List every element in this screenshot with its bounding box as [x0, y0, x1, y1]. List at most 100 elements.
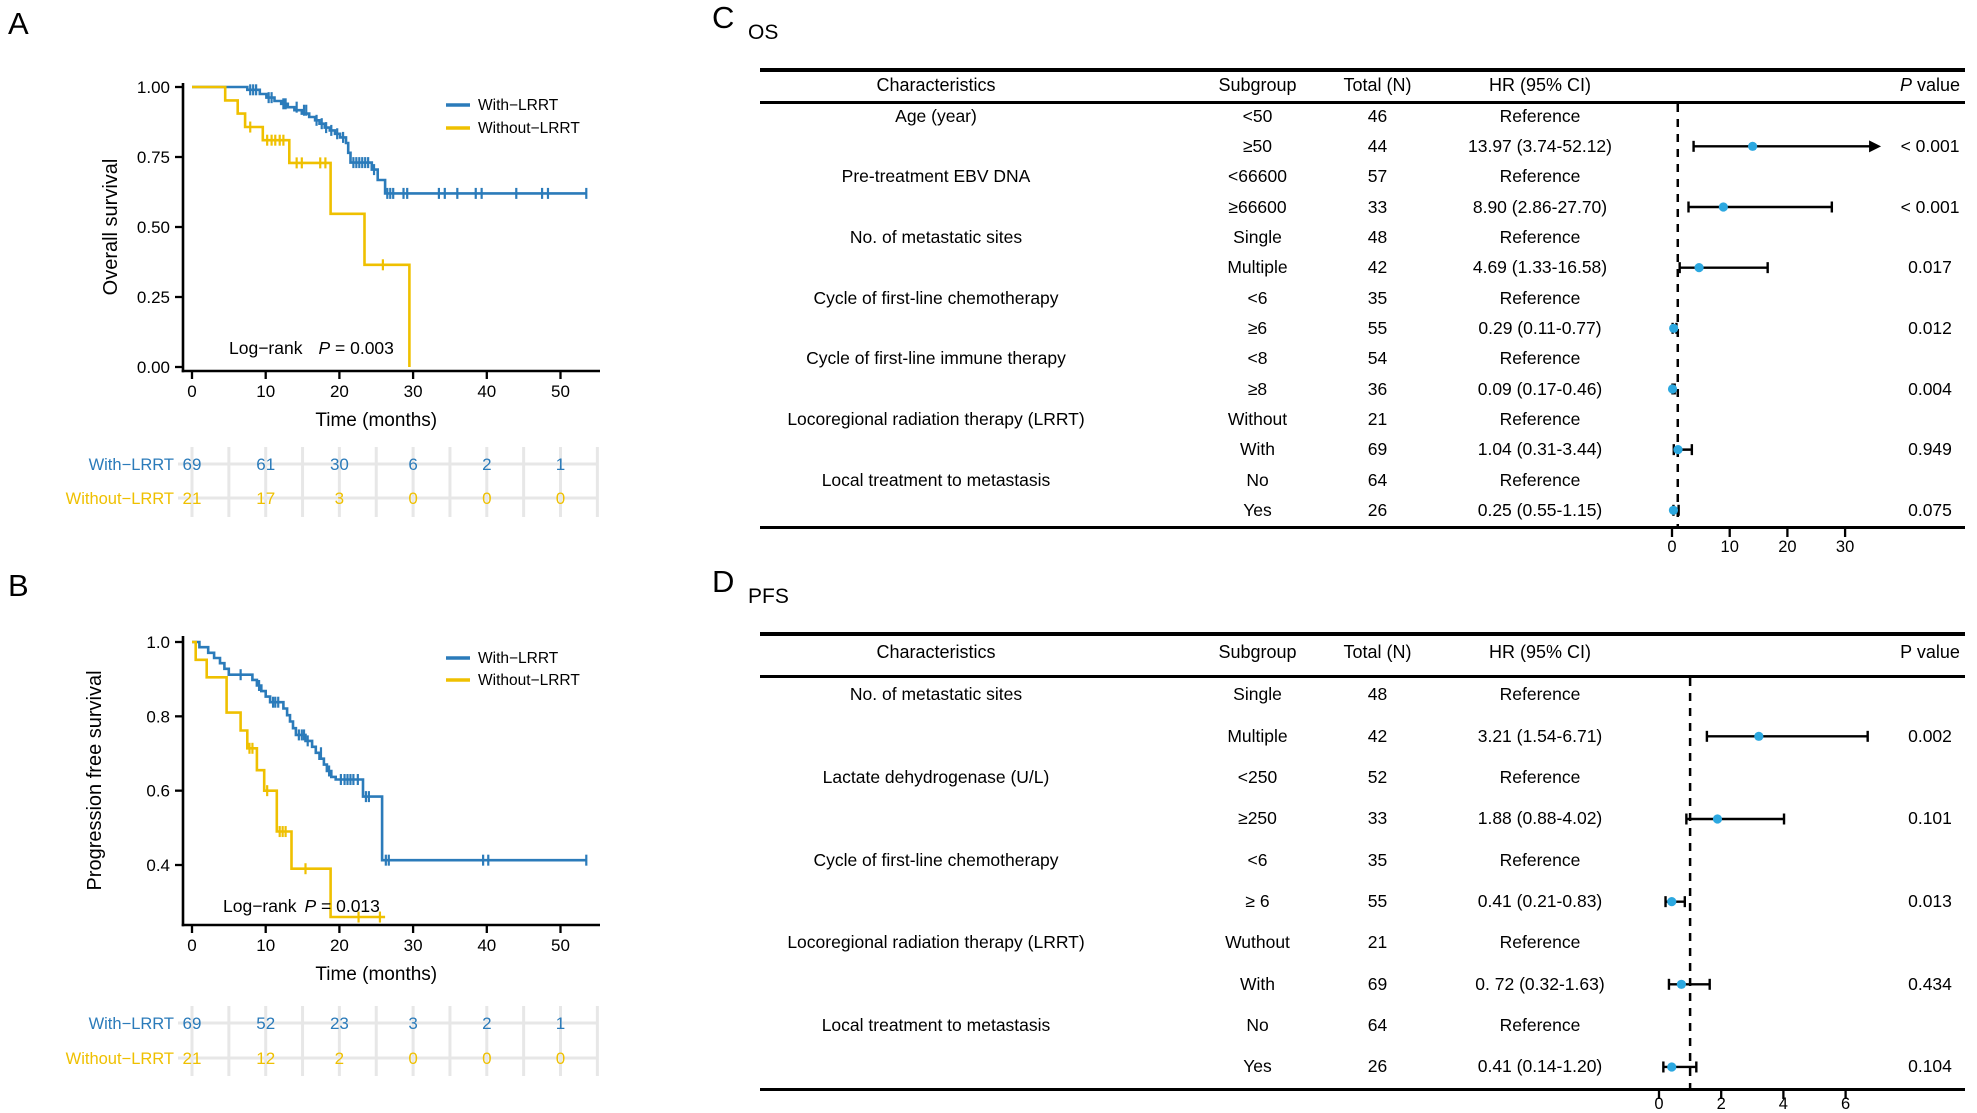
forest-ci-row — [1668, 504, 1680, 516]
censor-marks-without-lrrt — [249, 121, 384, 271]
col-header-pvalue: P value — [1899, 75, 1961, 95]
cell-total: 46 — [1367, 105, 1388, 126]
cell-hr-ci: 0. 72 (0.32-1.63) — [1475, 973, 1605, 994]
hr-point-estimate — [1667, 897, 1677, 907]
risk-count: 0 — [482, 489, 491, 508]
censor-marks-with-lrrt — [239, 669, 588, 866]
cell-total: 36 — [1367, 378, 1388, 399]
cell-hr-ci: 1.88 (0.88-4.02) — [1477, 808, 1603, 829]
table-header-rule — [760, 675, 1965, 678]
cell-pvalue: 0.104 — [1908, 1056, 1952, 1077]
km-curve-without-lrrt — [192, 85, 411, 367]
y-tick-label: 0.25 — [137, 288, 170, 307]
cell-characteristic: Age (year) — [895, 105, 977, 126]
cell-hr-ci: 0.41 (0.14-1.20) — [1477, 1056, 1603, 1077]
legend-label: Without−LRRT — [478, 120, 580, 137]
x-tick-label: 0 — [187, 936, 196, 955]
forest-axis-tick-label: 2 — [1717, 1095, 1726, 1113]
y-axis-title: Progression free survival — [84, 670, 106, 890]
legend-label: With−LRRT — [478, 97, 559, 114]
cell-pvalue: < 0.001 — [1900, 196, 1960, 217]
cell-subgroup: Without — [1227, 409, 1288, 430]
cell-total: 26 — [1367, 500, 1388, 521]
forest-axis-ticks — [1670, 529, 1847, 537]
y-tick-label: 0.75 — [137, 148, 170, 167]
col-header-pvalue: P value — [1900, 642, 1960, 662]
risk-table-grid — [178, 1006, 599, 1076]
risk-count: 17 — [256, 489, 275, 508]
km-curve-with-lrrt — [192, 640, 587, 862]
x-tick-label: 10 — [256, 382, 275, 401]
forest-ci-row — [1667, 383, 1678, 395]
panel-b-label: B — [8, 568, 29, 603]
cell-pvalue: 0.949 — [1908, 439, 1952, 460]
x-tick-label: 10 — [256, 936, 275, 955]
cell-hr-ci: Reference — [1499, 684, 1581, 705]
cell-subgroup: ≥8 — [1247, 378, 1268, 399]
risk-count: 61 — [256, 455, 275, 474]
forest-axis-tick-label: 0 — [1654, 1095, 1663, 1113]
hr-point-estimate — [1712, 814, 1723, 824]
hr-point-estimate — [1667, 384, 1678, 394]
cell-hr-ci: Reference — [1499, 348, 1581, 369]
cell-subgroup: ≥66600 — [1228, 196, 1287, 217]
forest-axis-tick-label: 6 — [1841, 1095, 1850, 1113]
risk-count: 6 — [408, 455, 417, 474]
cell-subgroup: ≥6 — [1247, 318, 1268, 339]
cell-hr-ci: Reference — [1499, 932, 1581, 953]
cell-hr-ci: 1.04 (0.31-3.44) — [1477, 439, 1603, 460]
cell-total: 42 — [1367, 257, 1388, 278]
x-tick-label: 40 — [477, 936, 496, 955]
forest-ci-row — [1692, 140, 1882, 153]
cell-pvalue: 0.002 — [1908, 725, 1952, 746]
cell-hr-ci: 0.41 (0.21-0.83) — [1477, 890, 1603, 911]
cell-characteristic: Locoregional radiation therapy (LRRT) — [787, 409, 1085, 430]
cell-pvalue: 0.101 — [1908, 808, 1952, 829]
cell-total: 44 — [1367, 136, 1388, 157]
cell-subgroup: <50 — [1242, 105, 1273, 126]
cell-total: 55 — [1367, 318, 1388, 339]
cell-characteristic: Local treatment to metastasis — [821, 469, 1051, 490]
col-header-subgroup: Subgroup — [1218, 75, 1297, 95]
x-tick-label: 20 — [330, 382, 349, 401]
x-tick-label: 30 — [404, 936, 423, 955]
risk-count: 21 — [183, 489, 202, 508]
y-tick-label: 1.00 — [137, 78, 170, 97]
legend-label: With−LRRT — [478, 650, 559, 667]
cell-total: 55 — [1367, 890, 1388, 911]
col-header-total: Total (N) — [1343, 75, 1412, 95]
cell-characteristic: No. of metastatic sites — [849, 684, 1023, 705]
hr-point-estimate — [1694, 263, 1704, 273]
forest-axis-tick-label: 20 — [1778, 538, 1796, 556]
panel-c-label: C — [712, 0, 735, 35]
table-top-rule — [760, 632, 1965, 636]
cell-total: 48 — [1367, 684, 1388, 705]
forest-axis-tick-label: 10 — [1721, 538, 1739, 556]
cell-hr-ci: Reference — [1499, 287, 1581, 308]
hr-point-estimate — [1667, 1062, 1677, 1072]
forest-ci-row — [1669, 322, 1679, 334]
risk-count: 21 — [183, 1049, 202, 1068]
cell-subgroup: ≥250 — [1238, 808, 1277, 829]
forest-ci-row — [1685, 813, 1786, 825]
x-tick-label: 30 — [404, 382, 423, 401]
logrank-annotation: Log−rank P = 0.013 — [223, 896, 380, 916]
cell-characteristic: Local treatment to metastasis — [821, 1014, 1051, 1035]
forest-axis-tick-label: 4 — [1779, 1095, 1788, 1113]
cell-subgroup: Yes — [1243, 500, 1272, 521]
cell-hr-ci: 0.09 (0.17-0.46) — [1477, 378, 1603, 399]
forest-os-plot: 0 10 20 30 — [1667, 104, 1882, 556]
table-header-rule — [760, 101, 1965, 104]
censor-marks-with-lrrt — [249, 84, 588, 199]
cell-subgroup: Single — [1233, 684, 1282, 705]
cell-total: 21 — [1367, 932, 1388, 953]
cell-subgroup: <6 — [1247, 849, 1268, 870]
cell-hr-ci: 0.29 (0.11-0.77) — [1478, 318, 1602, 339]
cell-total: 21 — [1367, 409, 1388, 430]
cell-characteristic: No. of metastatic sites — [849, 227, 1023, 248]
cell-total: 64 — [1367, 469, 1388, 490]
forest-pfs-title: PFS — [748, 585, 789, 608]
col-header-subgroup: Subgroup — [1218, 642, 1297, 662]
